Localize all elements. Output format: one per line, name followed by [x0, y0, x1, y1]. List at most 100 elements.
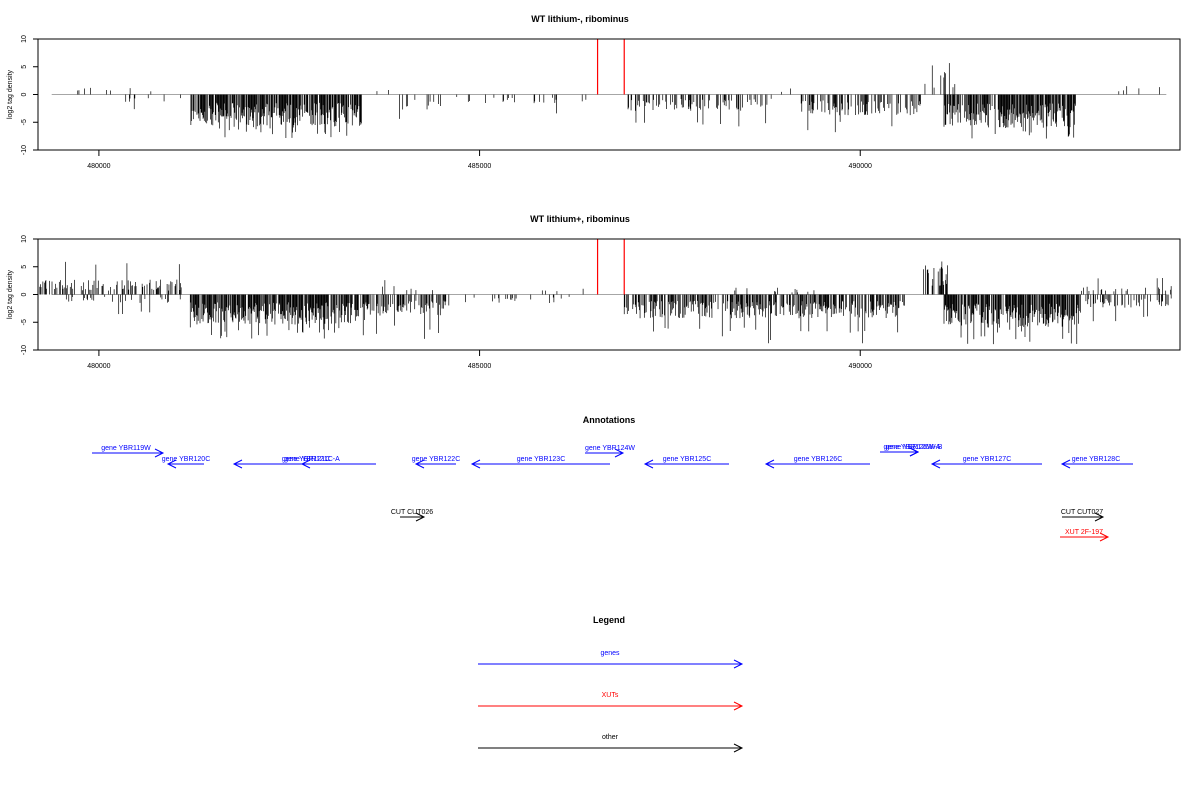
y-tick-label: 0 — [21, 92, 28, 96]
y-tick-label: 10 — [21, 235, 28, 243]
feature-label: gene YBR125C — [663, 456, 712, 463]
legend-label: other — [602, 734, 619, 741]
feature-label: gene YBR126W-A — [884, 444, 941, 451]
feature-arrow — [1060, 532, 1110, 542]
arrow-head — [1094, 512, 1105, 522]
feature-label: gene YBR127C — [963, 456, 1012, 463]
signal-bars — [51, 39, 1167, 139]
feature-7: gene YBR125C — [643, 456, 729, 469]
arrow-head — [166, 459, 177, 469]
x-tick-label: 480000 — [87, 163, 110, 170]
feature-arrow — [643, 459, 729, 469]
arrow-head — [232, 459, 243, 469]
x-tick-label: 485000 — [468, 163, 491, 170]
arrow-head — [643, 459, 654, 469]
panel-title: WT lithium+, ribominus — [530, 214, 630, 224]
feature-arrow — [166, 459, 204, 469]
feature-arrow — [930, 459, 1042, 469]
feature-arrow — [764, 459, 870, 469]
feature-15: XUT 2F-197 — [1060, 529, 1110, 542]
legend-arrow — [478, 701, 744, 711]
feature-label: gene YBR121C-A — [284, 456, 340, 463]
feature-arrow — [400, 512, 426, 522]
feature-arrow — [1062, 512, 1105, 522]
y-tick-label: -5 — [21, 319, 28, 325]
x-tick-label: 490000 — [849, 363, 872, 370]
y-tick-label: -10 — [21, 145, 28, 155]
feature-0: gene YBR119W — [92, 445, 165, 458]
feature-12: gene YBR128C — [1060, 456, 1133, 469]
legend-arrow — [478, 659, 744, 669]
arrow-head — [930, 459, 941, 469]
feature-1: gene YBR120C — [162, 456, 211, 469]
arrow-head — [1060, 459, 1071, 469]
feature-arrow — [414, 459, 456, 469]
arrow-head — [470, 459, 481, 469]
arrow-head — [909, 447, 920, 457]
arrow-head — [733, 659, 744, 669]
arrow-head — [300, 459, 311, 469]
arrow-head — [733, 701, 744, 711]
feature-4: gene YBR122C — [412, 456, 461, 469]
feature-13: CUT CUT026 — [391, 509, 433, 522]
y-tick-label: 10 — [21, 35, 28, 43]
legend-arrow — [478, 743, 744, 753]
feature-11: gene YBR127C — [930, 456, 1042, 469]
feature-arrow — [585, 448, 625, 458]
feature-label: gene YBR128C — [1072, 456, 1121, 463]
feature-label: gene YBR124W — [585, 445, 635, 452]
feature-14: CUT CUT027 — [1061, 509, 1105, 522]
feature-5: gene YBR123C — [470, 456, 610, 469]
feature-label: gene YBR121C — [282, 456, 331, 463]
feature-10: gene YBR126W-B — [884, 444, 943, 457]
feature-arrow — [884, 447, 920, 457]
legend-panel: Legend genes XUTs other — [478, 615, 744, 753]
x-tick-label: 490000 — [849, 163, 872, 170]
legend-title: Legend — [593, 615, 625, 625]
legend-item-0: genes — [478, 650, 744, 669]
track-panel-lithium-minus: WT lithium-, ribominus 480000 485000 490000… — [7, 14, 1181, 170]
y-axis-label: log2 tag density — [7, 269, 14, 319]
y-tick-label: -10 — [21, 345, 28, 355]
legend-item-2: other — [478, 734, 744, 753]
feature-label: XUT 2F-197 — [1065, 529, 1103, 536]
arrow-head — [1099, 532, 1110, 542]
feature-3: gene YBR121C-A — [284, 456, 376, 469]
legend-label: XUTs — [602, 692, 619, 699]
feature-label: gene YBR123C — [517, 456, 566, 463]
arrow-head — [764, 459, 775, 469]
feature-label: gene YBR126W-B — [886, 444, 943, 451]
panel-title: WT lithium-, ribominus — [531, 14, 629, 24]
feature-label: gene YBR122C — [412, 456, 461, 463]
feature-8: gene YBR126C — [764, 456, 870, 469]
y-tick-label: -5 — [21, 119, 28, 125]
feature-arrow — [470, 459, 610, 469]
signal-bars — [39, 239, 1172, 345]
y-tick-label: 5 — [21, 65, 28, 69]
feature-label: CUT CUT026 — [391, 509, 433, 516]
annotations-title: Annotations — [583, 415, 636, 425]
arrow-head — [154, 448, 165, 458]
arrow-head — [414, 459, 425, 469]
y-axis-label: log2 tag density — [7, 69, 14, 119]
feature-arrow — [300, 459, 376, 469]
arrow-head — [415, 512, 426, 522]
arrow-head — [614, 448, 625, 458]
legend-item-1: XUTs — [478, 692, 744, 711]
feature-arrow — [1060, 459, 1133, 469]
arrow-head — [733, 743, 744, 753]
legend-label: genes — [600, 650, 620, 657]
annotations-panel: Annotations gene YBR119W gene YBR120C gene … — [92, 415, 1133, 542]
feature-arrow — [92, 448, 165, 458]
y-tick-label: 5 — [21, 265, 28, 269]
feature-label: gene YBR120C — [162, 456, 211, 463]
x-tick-label: 485000 — [468, 363, 491, 370]
feature-6: gene YBR124W — [585, 445, 635, 458]
track-panel-lithium-plus: WT lithium+, ribominus 480000 485000 490000… — [7, 214, 1181, 370]
feature-label: gene YBR119W — [101, 445, 151, 452]
feature-label: gene YBR126C — [794, 456, 843, 463]
feature-label: CUT CUT027 — [1061, 509, 1103, 516]
y-tick-label: 0 — [21, 292, 28, 296]
x-tick-label: 480000 — [87, 363, 110, 370]
